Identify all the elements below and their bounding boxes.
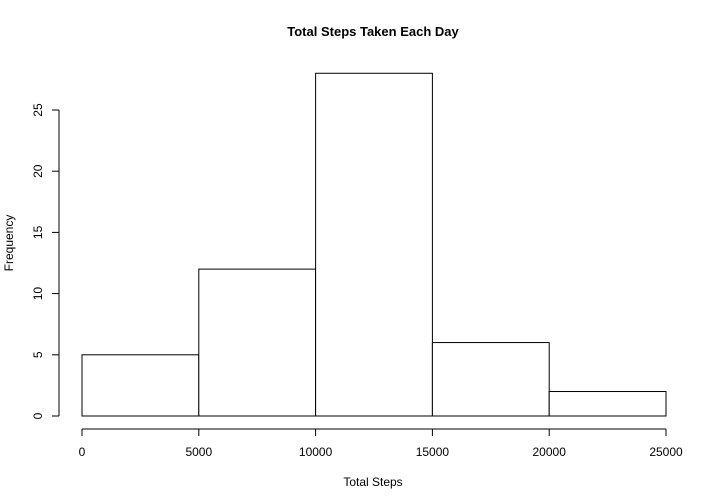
x-axis: 0 5000 10000 15000 20000 25000 <box>79 428 683 459</box>
x-axis-label: Total Steps <box>343 475 402 489</box>
histogram-bar-1 <box>198 268 317 417</box>
y-tick-label-4: 20 <box>31 164 45 178</box>
histogram-bar-2 <box>315 72 433 417</box>
y-axis-label: Frequency <box>2 215 16 272</box>
y-tick-label-2: 10 <box>31 287 45 301</box>
x-tick-label-3: 15000 <box>416 445 450 459</box>
bars-group <box>81 72 667 417</box>
x-tick-label-1: 5000 <box>185 445 212 459</box>
y-tick-label-3: 15 <box>31 225 45 239</box>
x-tick-label-4: 20000 <box>533 445 567 459</box>
histogram-bar-3 <box>431 342 550 417</box>
y-axis: 0 5 10 15 20 25 <box>31 103 60 419</box>
histogram-bar-4 <box>548 391 667 417</box>
chart-title: Total Steps Taken Each Day <box>287 24 459 39</box>
x-tick-label-5: 25000 <box>649 445 683 459</box>
y-tick-label-1: 5 <box>31 351 45 358</box>
x-tick-label-0: 0 <box>79 445 86 459</box>
y-tick-label-0: 0 <box>31 412 45 419</box>
y-tick-label-5: 25 <box>31 103 45 117</box>
x-tick-label-2: 10000 <box>299 445 333 459</box>
histogram-bar-0 <box>81 354 200 417</box>
